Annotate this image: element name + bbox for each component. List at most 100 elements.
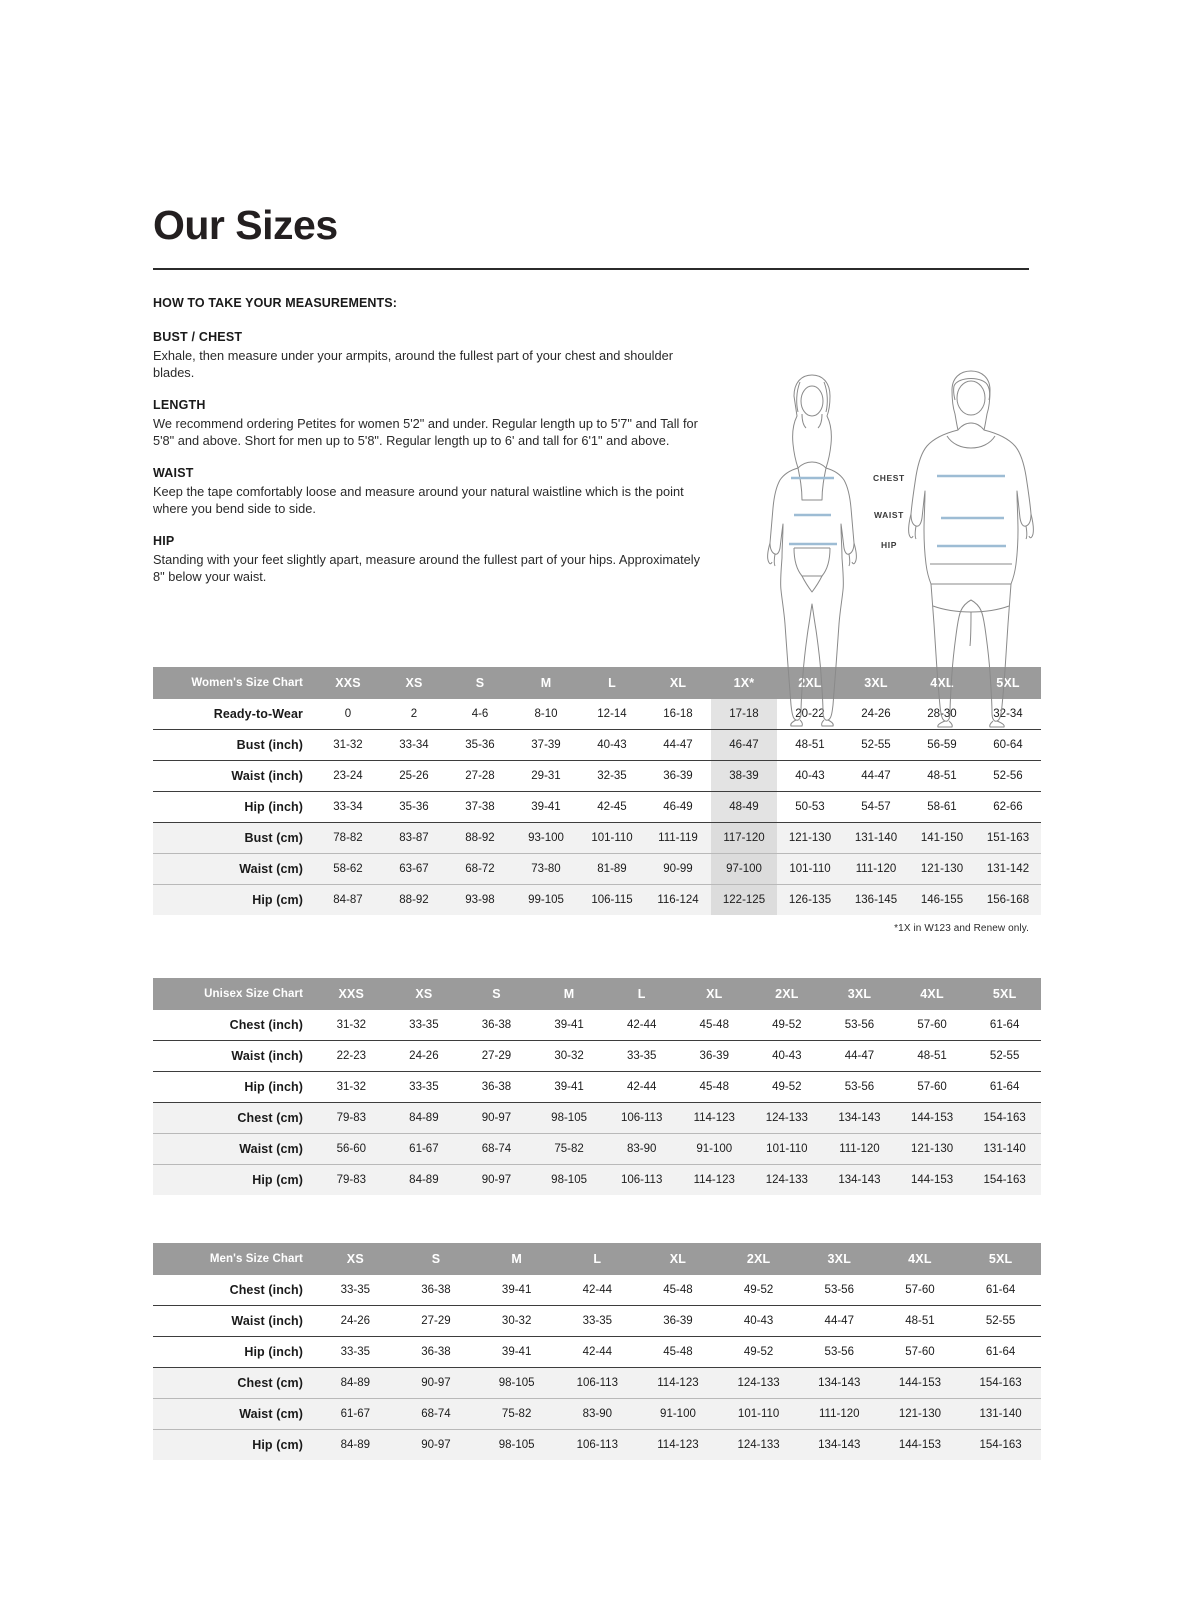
table-cell: 57-60 xyxy=(905,1284,935,1296)
section-heading: HIP xyxy=(153,534,175,549)
table-cell: 27-28 xyxy=(465,770,495,782)
male-figure-icon xyxy=(908,370,1034,728)
table-cell: 58-61 xyxy=(927,801,957,813)
table-cell: 29-31 xyxy=(531,770,561,782)
table-cell: 40-43 xyxy=(743,1315,774,1327)
table-cell: 98-105 xyxy=(532,1102,606,1134)
column-header-s: S xyxy=(447,667,513,699)
table-row: Waist (inch) 24-26 27-29 30-32 33-35 36-39 40-… xyxy=(153,1306,1041,1337)
table-cell: 40-43 xyxy=(772,1050,802,1062)
section-body: Exhale, then measure under your armpits,… xyxy=(153,348,673,381)
table-cell: 24-26 xyxy=(409,1050,439,1062)
table-cell: 49-52 xyxy=(743,1346,774,1358)
table-cell: 91-100 xyxy=(677,1133,751,1165)
female-figure-icon xyxy=(767,374,857,727)
table-cell: 68-72 xyxy=(447,853,513,885)
table-cell: 121-130 xyxy=(895,1133,969,1165)
table-cell: 63-67 xyxy=(381,853,447,885)
table-cell: 114-123 xyxy=(677,1164,751,1195)
table-cell: 106-115 xyxy=(579,884,645,915)
table-cell: 121-130 xyxy=(777,822,843,854)
table-header: Men's Size Chart XS S M L XL 2XL 3XL 4XL 5XL xyxy=(153,1243,1041,1275)
table-cell: 84-87 xyxy=(315,884,381,915)
table-cell: 52-55 xyxy=(989,1050,1020,1062)
table-cell: 90-97 xyxy=(460,1102,533,1134)
table-cell: 36-39 xyxy=(663,1315,693,1327)
table-cell: 33-35 xyxy=(582,1315,612,1327)
table-cell: 40-43 xyxy=(795,770,825,782)
table-cell: 8-10 xyxy=(534,708,558,720)
table-cell: 36-38 xyxy=(421,1284,451,1296)
table-cell: 106-113 xyxy=(556,1429,638,1460)
table-cell: 75-82 xyxy=(476,1398,557,1430)
spacer xyxy=(153,934,1029,956)
table-cell: 116-124 xyxy=(645,884,711,915)
table-cell: 33-35 xyxy=(626,1050,657,1062)
table-cell: 42-44 xyxy=(582,1284,612,1296)
table-cell: 83-87 xyxy=(381,822,447,854)
table-cell: 114-123 xyxy=(637,1429,719,1460)
table-cell: 39-41 xyxy=(501,1284,532,1296)
table-body: Chest (inch) 31-32 33-35 36-38 39-41 42-44 45-… xyxy=(153,1010,1041,1195)
header-row: Men's Size Chart XS S M L XL 2XL 3XL 4XL 5XL xyxy=(153,1243,1041,1275)
column-header-xxs: XXS xyxy=(315,978,388,1010)
table-cell: 84-89 xyxy=(387,1102,461,1134)
measurement-section-bust: BUST / CHEST Exhale, then measure under … xyxy=(153,330,713,381)
womens-size-chart: Women's Size Chart XXS XS S M L XL 1X* 2XL 3XL 4XL… xyxy=(153,667,1041,915)
table-cell: 154-163 xyxy=(960,1367,1041,1399)
section-body: Keep the tape comfortably loose and meas… xyxy=(153,484,684,517)
row-label: Hip (cm) xyxy=(153,1429,315,1460)
table-cell: 25-26 xyxy=(399,770,429,782)
table-cell: 81-89 xyxy=(579,853,645,885)
column-header-xxs: XXS xyxy=(315,667,381,699)
table-cell: 42-44 xyxy=(582,1346,612,1358)
table-cell: 42-44 xyxy=(626,1081,657,1093)
table-body: Chest (inch) 33-35 36-38 39-41 42-44 45-48 49-… xyxy=(153,1275,1041,1460)
table-cell: 79-83 xyxy=(315,1102,388,1134)
row-label: Waist (cm) xyxy=(153,1133,315,1165)
womens-size-chart-block: Women's Size Chart XXS XS S M L XL 1X* 2XL 3XL 4XL… xyxy=(153,667,1041,934)
table-cell: 0 xyxy=(344,708,352,720)
column-header-1xstar: 1X* xyxy=(711,667,777,699)
table-row: Hip (cm) 79-83 84-89 90-97 98-105 106-113 114-… xyxy=(153,1164,1041,1195)
page-title: Our Sizes xyxy=(153,202,338,248)
table-cell: 124-133 xyxy=(750,1102,824,1134)
table-cell: 98-105 xyxy=(476,1367,557,1399)
table-cell: 36-38 xyxy=(481,1019,512,1031)
table-cell: 90-97 xyxy=(395,1367,477,1399)
header-row: Unisex Size Chart XXS XS S M L XL 2XL 3XL 4XL 5XL xyxy=(153,978,1041,1010)
table-cell: 124-133 xyxy=(718,1367,799,1399)
table-cell: 61-64 xyxy=(985,1346,1016,1358)
table-cell: 52-56 xyxy=(993,770,1023,782)
row-label: Ready-to-Wear xyxy=(213,707,303,721)
column-header-4xl: 4XL xyxy=(879,1243,961,1275)
row-label: Bust (cm) xyxy=(153,822,315,854)
table-cell: 114-123 xyxy=(677,1102,751,1134)
table-cell: 134-143 xyxy=(798,1429,880,1460)
table-cell: 12-14 xyxy=(597,708,627,720)
table-cell: 146-155 xyxy=(909,884,975,915)
table-row: Hip (cm) 84-89 90-97 98-105 106-113 114-123 12… xyxy=(153,1429,1041,1460)
table-cell: 33-35 xyxy=(340,1346,371,1358)
section-heading: BUST / CHEST xyxy=(153,330,243,344)
column-header-2xl: 2XL xyxy=(750,978,824,1010)
table-cell: 30-32 xyxy=(554,1050,584,1062)
table-cell: 48-49 xyxy=(711,791,777,823)
table-cell: 134-143 xyxy=(798,1367,880,1399)
table-cell: 45-48 xyxy=(699,1081,729,1093)
table-cell: 61-67 xyxy=(315,1398,396,1430)
row-label: Hip (cm) xyxy=(153,884,315,915)
table-cell: 39-41 xyxy=(554,1019,584,1031)
table-cell: 49-52 xyxy=(772,1081,802,1093)
section-heading: WAIST xyxy=(153,466,194,481)
table-cell: 53-56 xyxy=(824,1346,854,1358)
table-cell: 101-110 xyxy=(579,822,645,854)
table-cell: 84-89 xyxy=(315,1367,396,1399)
column-header-xl: XL xyxy=(637,1243,719,1275)
section-body: Standing with your feet slightly apart, … xyxy=(153,552,701,585)
page-content: Our Sizes HOW TO TAKE YOUR MEASUREMENTS:… xyxy=(153,202,1041,1464)
column-header-l: L xyxy=(579,667,645,699)
table-cell: 111-120 xyxy=(823,1133,896,1165)
table-cell: 126-135 xyxy=(777,884,843,915)
table-row: Chest (inch) 33-35 36-38 39-41 42-44 45-48 49-… xyxy=(153,1275,1041,1306)
